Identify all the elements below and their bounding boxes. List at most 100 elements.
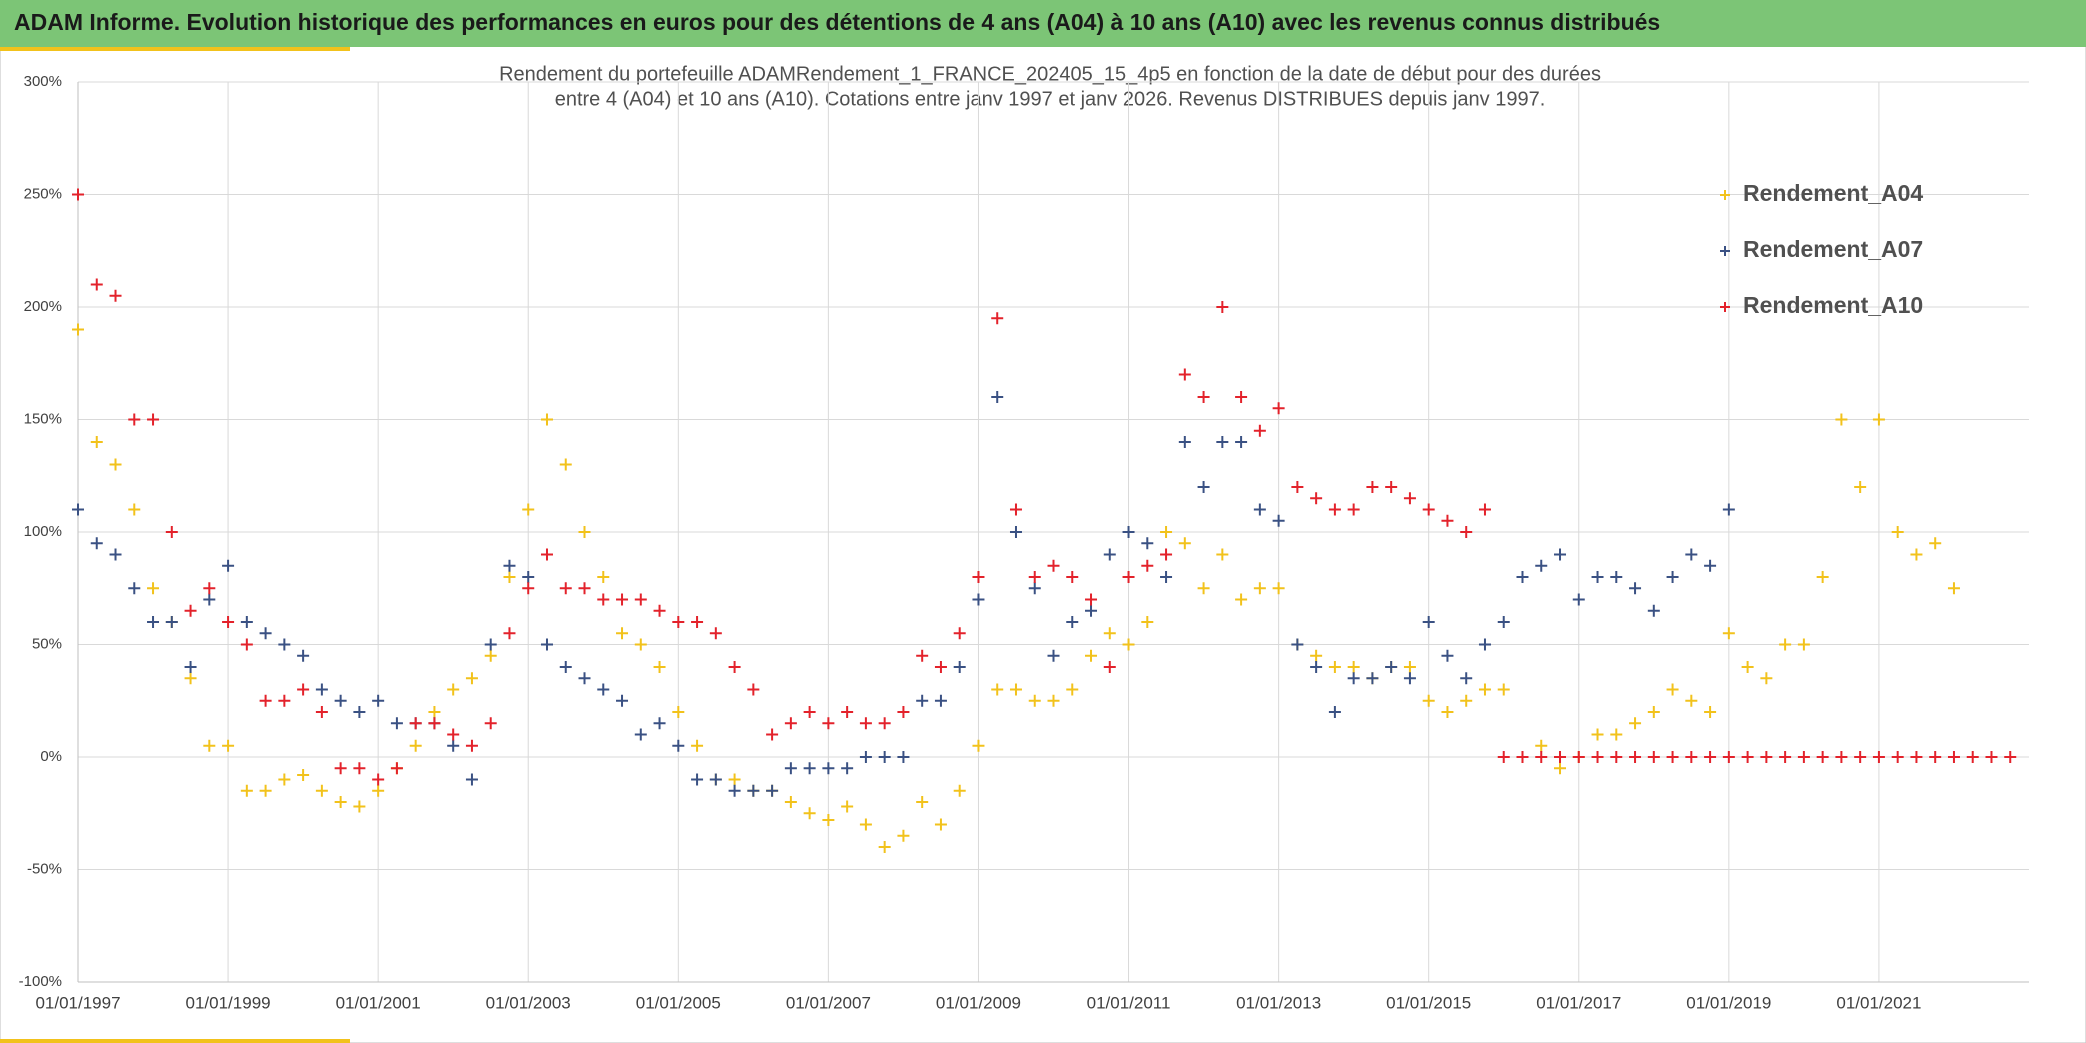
legend-marker [1720,190,1730,200]
x-tick-label: 01/01/1999 [186,993,271,1012]
point [1122,638,1135,651]
point [1854,481,1867,493]
y-tick-label: 100% [24,523,62,540]
point [803,807,816,820]
y-tick-label: 200% [24,298,62,315]
point [1047,649,1060,662]
point [240,616,253,628]
point [1066,571,1079,583]
point [634,728,647,741]
point [222,739,235,752]
point [447,683,460,696]
point [934,818,947,831]
point [1629,717,1642,730]
point [1160,571,1173,583]
point [1403,492,1416,505]
point [822,717,835,730]
point [1366,672,1379,685]
point [934,694,947,707]
point [1929,537,1942,550]
point [1310,492,1323,505]
point [616,694,629,707]
point [1460,526,1473,538]
point [1178,537,1191,550]
point [1816,751,1829,763]
point [147,413,160,426]
point [1385,661,1398,673]
point [822,762,835,775]
point [1235,593,1248,606]
point [315,784,328,797]
point [165,616,178,628]
point [559,458,572,471]
legend-marker [1720,246,1730,256]
point [222,616,235,628]
point [428,717,441,730]
point [653,661,666,673]
point [353,800,366,813]
point [278,773,291,786]
point [1516,571,1529,583]
point [1385,481,1398,493]
point [503,627,516,640]
point [728,773,741,786]
point [1122,526,1135,538]
point [784,796,797,808]
point [897,751,910,763]
point [1910,751,1923,763]
point [841,762,854,775]
point [540,638,553,651]
point [1253,503,1266,516]
x-tick-label: 01/01/2009 [936,993,1021,1012]
point [1666,571,1679,583]
point [1891,526,1904,538]
point [616,593,629,606]
point [803,762,816,775]
point [1009,503,1022,516]
point [578,672,591,685]
point [484,649,497,662]
point [1441,649,1454,662]
point [447,739,460,752]
point [315,683,328,696]
point [784,717,797,730]
point [672,616,685,628]
x-tick-label: 01/01/2005 [636,993,721,1012]
series [72,391,1735,797]
point [372,694,385,707]
point [334,694,347,707]
point [1478,503,1491,516]
point [90,537,103,550]
point [1441,706,1454,718]
y-tick-label: 300% [24,73,62,90]
point [484,717,497,730]
point [1685,751,1698,763]
point [372,773,385,786]
point [1647,706,1660,718]
point [1216,436,1229,448]
point [1422,503,1435,516]
x-tick-label: 01/01/2011 [1087,993,1171,1012]
point [597,593,610,606]
point [1591,751,1604,763]
accent [0,47,350,51]
point [1854,751,1867,763]
point [1047,694,1060,707]
point [653,717,666,730]
point [859,717,872,730]
point [747,683,760,696]
x-tick-label: 01/01/2019 [1686,993,1771,1012]
point [1178,368,1191,381]
point [128,503,141,516]
x-tick-label: 01/01/2001 [336,993,421,1012]
point [1460,672,1473,685]
point [1516,751,1529,763]
point [203,739,216,752]
point [1591,728,1604,741]
point [278,638,291,651]
y-tick-label: 150% [24,410,62,427]
point [1741,751,1754,763]
point [1310,649,1323,662]
point [297,769,310,781]
